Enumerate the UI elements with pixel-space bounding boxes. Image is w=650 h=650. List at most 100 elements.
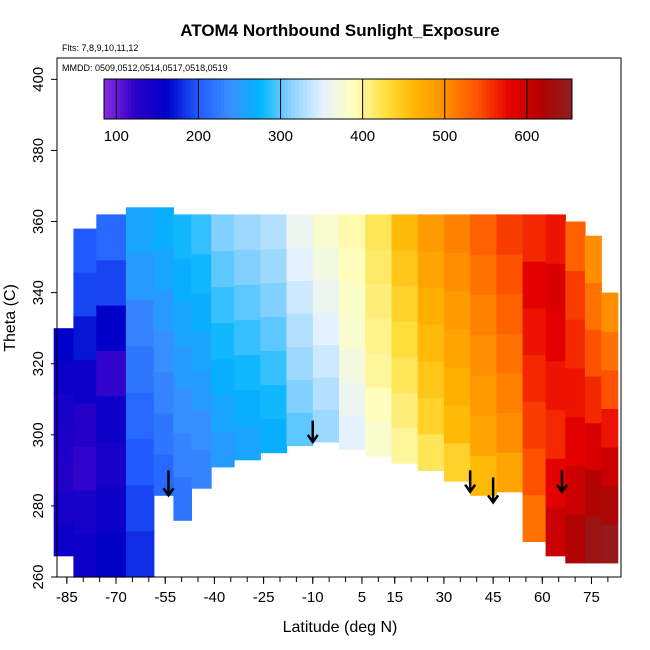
heatmap-cell <box>286 280 314 314</box>
heatmap-cell <box>522 354 547 402</box>
heatmap-cell <box>73 228 97 273</box>
heatmap-cell <box>260 214 288 249</box>
heatmap-cell <box>96 486 127 533</box>
colorbar-frame <box>103 78 573 120</box>
colorbar-segment <box>497 79 503 119</box>
colorbar-segment <box>158 79 163 119</box>
heatmap-cell <box>584 329 602 377</box>
colorbar-tick-label: 100 <box>104 128 129 145</box>
heatmap-cell <box>470 254 497 296</box>
x-tick-label: 60 <box>534 589 551 606</box>
heatmap-cell <box>73 489 97 534</box>
heatmap-cell <box>470 294 497 336</box>
colorbar-segment <box>334 79 339 119</box>
heatmap-cell <box>191 253 212 294</box>
heatmap-cell <box>565 319 586 369</box>
colorbar-segment <box>209 79 214 119</box>
heatmap-cell <box>96 531 127 578</box>
colorbar-segment <box>131 79 136 119</box>
heatmap-cell <box>365 352 392 388</box>
heatmap-cell <box>565 514 586 564</box>
heatmap-cell <box>545 409 566 459</box>
heatmap-cell <box>260 316 288 352</box>
colorbar-segment <box>162 79 167 119</box>
colorbar-segment <box>228 79 234 119</box>
x-tick-label: -10 <box>302 589 324 606</box>
heatmap-cell <box>191 292 212 333</box>
colorbar-segment <box>119 79 124 119</box>
colorbar-segment <box>256 79 261 119</box>
heatmap-cell <box>601 447 619 487</box>
heatmap-cell <box>443 442 471 482</box>
heatmap-cell <box>339 415 366 450</box>
y-tick-label: 300 <box>30 422 47 447</box>
colorbar-segment <box>205 79 210 119</box>
heatmap-cell <box>417 214 445 252</box>
heatmap-cell <box>211 214 235 252</box>
colorbar-segment <box>217 79 222 119</box>
colorbar-segment <box>435 79 440 119</box>
heatmap-cell <box>153 413 174 455</box>
y-tick-label: 280 <box>30 493 47 518</box>
heatmap-cell <box>191 409 212 450</box>
heatmap-cell <box>391 214 419 251</box>
heatmap-cell <box>125 438 155 486</box>
colorbar-segment <box>178 79 183 119</box>
colorbar-segment <box>525 79 530 119</box>
x-axis-label: Latitude (deg N) <box>283 619 398 636</box>
colorbar-segment <box>490 79 495 119</box>
x-tick-label: 45 <box>485 589 502 606</box>
heatmap-cell <box>53 523 74 557</box>
heatmap-cell <box>96 395 127 442</box>
heatmap-cell <box>545 214 566 264</box>
colorbar-segment <box>201 79 206 119</box>
heatmap-cell <box>286 346 314 380</box>
colorbar-segment <box>501 79 507 119</box>
flights-note: Flts: 7,8,9,10,11,12 <box>62 43 138 53</box>
heatmap-cell <box>73 359 97 404</box>
colorbar-segment <box>236 79 241 119</box>
y-tick-label: 360 <box>30 209 47 234</box>
heatmap-cell <box>312 376 340 410</box>
colorbar-segment <box>443 79 448 119</box>
colorbar-segment <box>552 79 557 119</box>
heatmap-cell <box>173 476 192 521</box>
heatmap-cell <box>522 401 547 449</box>
heatmap-cell <box>173 432 192 478</box>
heatmap-cell <box>312 214 340 248</box>
heatmap-cell <box>496 254 524 295</box>
x-axis: -85 -70 -55 -40 -25 -10 5 15 30 45 60 75 <box>56 576 621 606</box>
heatmap-cell <box>234 389 261 426</box>
heatmap-cell <box>496 372 524 414</box>
y-tick-label: 260 <box>30 564 47 589</box>
heatmap-cell <box>496 333 524 374</box>
heatmap-cell <box>153 248 174 291</box>
heatmap-cell <box>417 360 445 398</box>
colorbar-segment <box>458 79 464 119</box>
heatmap-cell <box>191 331 212 372</box>
colorbar-segment <box>299 79 304 119</box>
heatmap-cell <box>312 246 340 280</box>
colorbar-segment <box>482 79 487 119</box>
heatmap-cell <box>96 441 127 487</box>
colorbar-segment <box>182 79 187 119</box>
x-tick-label: -85 <box>56 589 78 606</box>
heatmap-cell <box>53 393 74 427</box>
heatmap-cell <box>286 247 314 281</box>
colorbar-segment <box>279 79 284 119</box>
x-tick-label: 5 <box>358 589 366 606</box>
colorbar-segment <box>377 79 382 119</box>
colorbar-segment <box>392 79 397 119</box>
colorbar-segment <box>447 79 452 119</box>
heatmap-cell <box>365 318 392 354</box>
colorbar-segment <box>384 79 390 119</box>
heatmap-cell <box>496 293 524 334</box>
heatmap-cell <box>211 286 235 324</box>
heatmap-cell <box>96 259 127 306</box>
arrow-head <box>487 494 500 505</box>
heatmap-cell <box>391 427 419 464</box>
heatmap-cell <box>545 506 566 557</box>
y-axis: 260 280 300 320 340 360 380 400 <box>30 58 58 590</box>
heatmap-cell <box>125 484 155 532</box>
colorbar-segment <box>568 79 573 119</box>
